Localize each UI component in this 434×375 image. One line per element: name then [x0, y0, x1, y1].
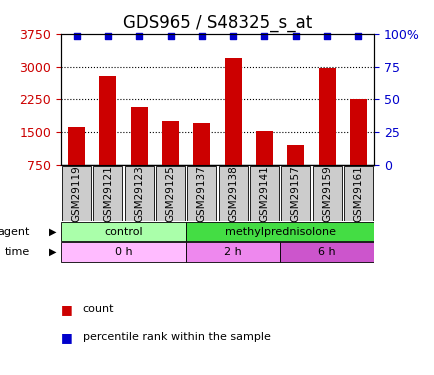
Point	[354, 33, 361, 39]
Text: agent: agent	[0, 226, 30, 237]
FancyBboxPatch shape	[61, 242, 186, 262]
Text: control: control	[104, 226, 142, 237]
Bar	[349, 99, 366, 165]
Text: 0 h: 0 h	[115, 247, 132, 257]
FancyBboxPatch shape	[93, 166, 122, 220]
FancyBboxPatch shape	[186, 242, 279, 262]
FancyBboxPatch shape	[187, 166, 216, 220]
Text: GSM29119: GSM29119	[72, 165, 81, 222]
Bar	[286, 146, 304, 165]
Point	[73, 33, 80, 39]
Text: 2 h: 2 h	[224, 247, 241, 257]
Point	[167, 33, 174, 39]
Point	[135, 33, 142, 39]
Point	[198, 33, 205, 39]
Text: percentile rank within the sample: percentile rank within the sample	[82, 333, 270, 342]
FancyBboxPatch shape	[250, 166, 278, 220]
Text: GSM29161: GSM29161	[353, 165, 362, 222]
Text: GSM29123: GSM29123	[134, 165, 144, 222]
Text: GSM29125: GSM29125	[165, 165, 175, 222]
FancyBboxPatch shape	[218, 166, 247, 220]
Text: ▶: ▶	[49, 226, 57, 237]
FancyBboxPatch shape	[343, 166, 372, 220]
Bar	[161, 121, 179, 165]
FancyBboxPatch shape	[279, 242, 373, 262]
FancyBboxPatch shape	[62, 166, 91, 220]
FancyBboxPatch shape	[312, 166, 341, 220]
Text: methylprednisolone: methylprednisolone	[224, 226, 335, 237]
Bar	[68, 127, 85, 165]
Point	[104, 33, 111, 39]
Text: count: count	[82, 304, 114, 314]
FancyBboxPatch shape	[125, 166, 153, 220]
Bar	[255, 131, 273, 165]
Title: GDS965 / S48325_s_at: GDS965 / S48325_s_at	[122, 15, 312, 33]
Bar	[99, 76, 116, 165]
Text: GSM29138: GSM29138	[228, 165, 237, 222]
Point	[260, 33, 267, 39]
Bar	[318, 68, 335, 165]
Point	[229, 33, 236, 39]
Point	[292, 33, 299, 39]
FancyBboxPatch shape	[186, 222, 373, 242]
Text: GSM29141: GSM29141	[259, 165, 269, 222]
Bar	[193, 123, 210, 165]
Text: time: time	[4, 247, 30, 257]
Text: GSM29159: GSM29159	[322, 165, 331, 222]
Text: 6 h: 6 h	[318, 247, 335, 257]
Text: GSM29137: GSM29137	[197, 165, 206, 222]
Bar	[130, 107, 148, 165]
Point	[323, 33, 330, 39]
Text: GSM29157: GSM29157	[290, 165, 300, 222]
FancyBboxPatch shape	[156, 166, 184, 220]
Text: ■: ■	[61, 303, 72, 316]
Text: ▶: ▶	[49, 247, 57, 257]
Bar	[224, 58, 241, 165]
Text: ■: ■	[61, 331, 72, 344]
Text: GSM29121: GSM29121	[103, 165, 112, 222]
FancyBboxPatch shape	[61, 222, 186, 242]
FancyBboxPatch shape	[281, 166, 309, 220]
